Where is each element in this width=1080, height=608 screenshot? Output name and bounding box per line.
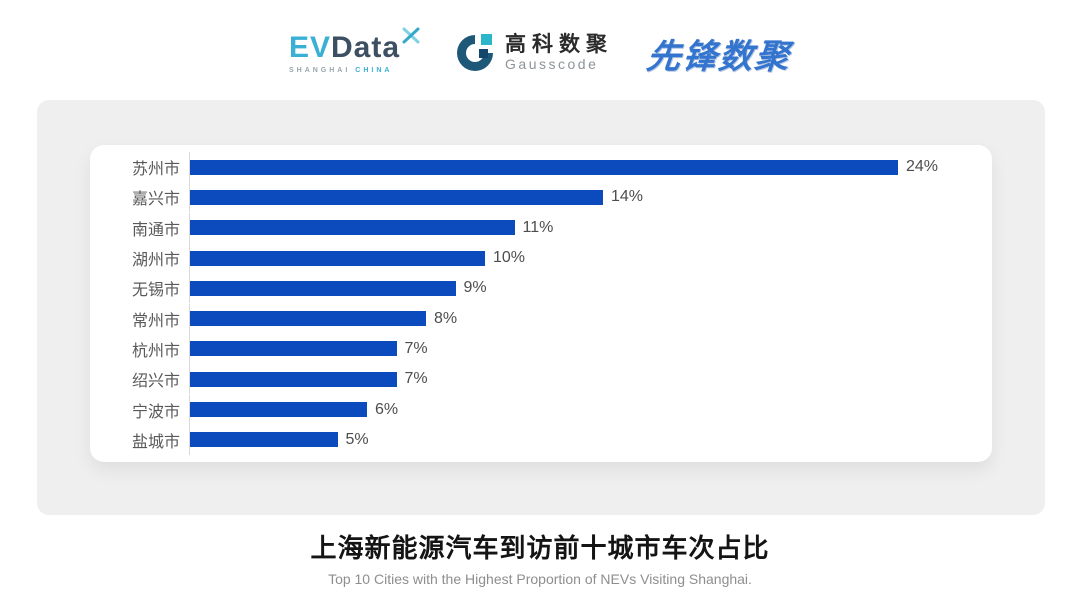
bar-row: 无锡市 9% — [105, 273, 982, 304]
bar — [190, 280, 456, 296]
gausscode-logo: 高科数聚 Gausscode — [454, 32, 613, 74]
bar — [190, 250, 485, 266]
bar-area: 6% — [189, 394, 982, 425]
bar — [190, 159, 898, 175]
bar-area: 11% — [189, 212, 982, 243]
gausscode-text: 高科数聚 Gausscode — [505, 33, 613, 73]
category-label: 绍兴市 — [131, 373, 180, 391]
bar — [190, 220, 515, 236]
bar — [190, 432, 338, 448]
chart-panel: 苏州市 24% 嘉兴市 14% 南通市 11% 湖州市 10% 无锡市 9% 常州市 8% 杭州市 7% 绍… — [37, 100, 1045, 515]
bar — [190, 402, 367, 418]
caption: 上海新能源汽车到访前十城市车次占比 Top 10 Cities with the… — [0, 528, 1080, 587]
bar-area: 24% — [189, 152, 982, 183]
category-label: 常州市 — [131, 312, 180, 330]
category-label: 盐城市 — [131, 433, 180, 451]
value-label: 10% — [493, 249, 526, 267]
bar-row: 盐城市 5% — [105, 424, 982, 455]
bar — [190, 371, 397, 387]
bar-row: 湖州市 10% — [105, 243, 982, 274]
value-label: 5% — [345, 430, 369, 448]
bar-row: 南通市 11% — [105, 212, 982, 243]
value-label: 7% — [404, 339, 428, 357]
chart-title: 上海新能源汽车到访前十城市车次占比 — [310, 533, 770, 563]
evdata-sparkle-icon — [402, 27, 420, 43]
value-label: 11% — [522, 218, 554, 236]
bar-row: 绍兴市 7% — [105, 364, 982, 395]
evdata-subtext: SHANGHAI CHINA — [289, 67, 392, 74]
value-label: 8% — [434, 309, 458, 327]
bar — [190, 341, 397, 357]
value-label: 7% — [404, 370, 428, 388]
evdata-data-text: Data — [331, 30, 401, 64]
header-logo-bar: EV Data SHANGHAI CHINA 高科数聚 Gausscode — [0, 22, 1080, 84]
value-label: 14% — [611, 188, 644, 206]
evdata-sub-china: CHINA — [355, 66, 393, 74]
bar-row: 嘉兴市 14% — [105, 182, 982, 213]
bar-area: 5% — [189, 424, 982, 455]
bar-area: 7% — [189, 333, 982, 364]
gausscode-cn-text: 高科数聚 — [505, 33, 614, 57]
category-label: 苏州市 — [131, 161, 180, 179]
bar-area: 9% — [189, 273, 982, 304]
evdata-sub-shanghai: SHANGHAI — [288, 66, 351, 74]
evdata-logo: EV Data SHANGHAI CHINA — [288, 27, 420, 74]
value-label: 9% — [463, 279, 487, 297]
value-label: 24% — [906, 158, 939, 176]
xianfeng-logo: 先锋数聚 — [644, 29, 793, 78]
category-label: 杭州市 — [131, 342, 180, 360]
category-label: 湖州市 — [131, 252, 180, 270]
category-label: 南通市 — [131, 221, 180, 239]
category-label: 嘉兴市 — [131, 191, 180, 209]
bar-row: 常州市 8% — [105, 303, 982, 334]
bar-area: 7% — [189, 364, 982, 395]
bar-rows: 苏州市 24% 嘉兴市 14% 南通市 11% 湖州市 10% 无锡市 9% 常州市 8% 杭州市 7% 绍… — [105, 152, 982, 455]
bar-area: 14% — [189, 182, 982, 213]
xianfeng-text: 先锋数聚 — [644, 37, 793, 76]
chart-subtitle: Top 10 Cities with the Highest Proportio… — [328, 571, 752, 587]
bar-row: 苏州市 24% — [105, 152, 982, 183]
bar-area: 10% — [189, 243, 982, 274]
category-label: 无锡市 — [131, 282, 180, 300]
bar-row: 宁波市 6% — [105, 394, 982, 425]
bar-row: 杭州市 7% — [105, 333, 982, 364]
bar — [190, 311, 426, 327]
evdata-ev-text: EV — [288, 30, 331, 64]
category-label: 宁波市 — [131, 403, 180, 421]
bar-area: 8% — [189, 303, 982, 334]
gausscode-en-text: Gausscode — [505, 56, 599, 73]
gausscode-g-icon — [457, 34, 494, 71]
value-label: 6% — [375, 400, 399, 418]
bar — [190, 189, 603, 205]
chart-card: 苏州市 24% 嘉兴市 14% 南通市 11% 湖州市 10% 无锡市 9% 常州市 8% 杭州市 7% 绍… — [90, 145, 992, 462]
evdata-wordmark: EV Data — [288, 27, 420, 64]
